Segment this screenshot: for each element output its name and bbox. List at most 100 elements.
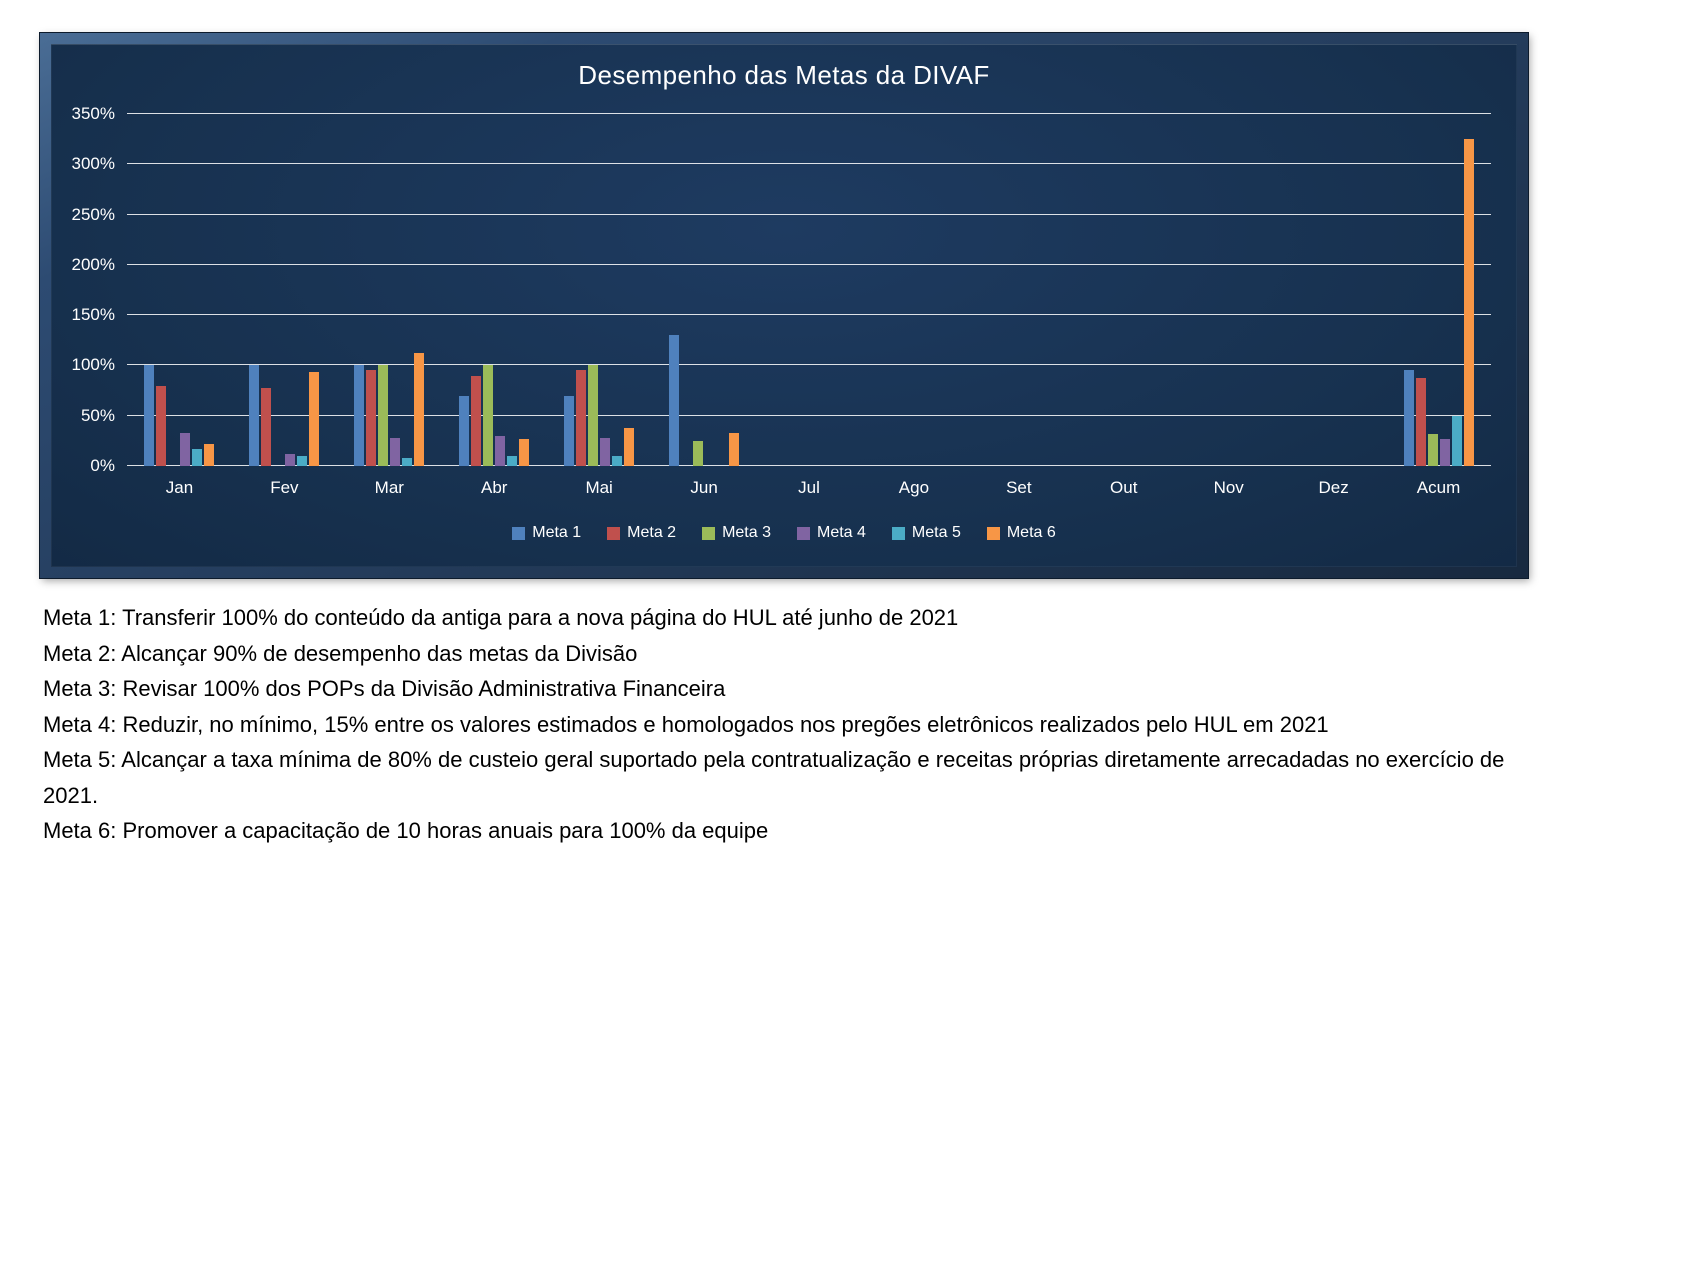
bar-meta-6 [309, 372, 320, 466]
legend-swatch [702, 526, 716, 540]
legend-label: Meta 4 [817, 524, 866, 541]
x-tick-label: Jan [165, 478, 194, 497]
legend-item: Meta 5 [891, 524, 961, 542]
bar-meta-4 [495, 435, 506, 466]
bar-meta-4 [390, 437, 401, 466]
meta-note: Meta 6: Promover a capacitação de 10 hor… [43, 818, 769, 843]
bar-meta-3 [378, 365, 389, 466]
legend-label: Meta 3 [722, 524, 771, 541]
legend-swatch [797, 526, 810, 540]
bar-group-abr [442, 114, 547, 466]
legend-swatch [891, 526, 905, 540]
meta-note: Meta 2: Alcançar 90% de desempenho das m… [43, 640, 638, 666]
bar-meta-5 [1451, 415, 1462, 466]
bar-meta-2 [471, 375, 482, 466]
bar-meta-2 [576, 370, 587, 466]
bar-meta-1 [1403, 370, 1414, 466]
legend: Meta 1 Meta 2 Meta 3 Meta 4 Meta 5 Meta 6 [51, 524, 1517, 542]
bar-group-dez [1281, 114, 1386, 466]
bar-meta-1 [144, 365, 155, 466]
gridline [127, 364, 1491, 366]
legend-swatch [512, 526, 526, 540]
legend-swatch [607, 526, 621, 540]
plot-area [127, 113, 1491, 466]
x-tick-label: Acum [1416, 478, 1461, 497]
y-tick-label: 200% [71, 254, 115, 274]
bar-group-nov [1176, 114, 1281, 466]
chart: Desempenho das Metas da DIVAF 0% 50% 100% 1… [51, 44, 1517, 567]
bar-meta-5 [297, 455, 308, 466]
y-axis: 0% 50% 100% 150% 200% 250% 300% 350% [65, 104, 127, 475]
bar-group-fev [232, 114, 337, 466]
bar-group-mar [337, 114, 442, 466]
y-tick-label: 300% [71, 154, 115, 174]
gridline [127, 163, 1491, 165]
x-tick-label: Mai [585, 478, 613, 497]
legend-item: Meta 2 [607, 524, 676, 542]
meta-notes: Meta 1: Transferir 100% do conteúdo da a… [43, 600, 1543, 849]
legend-item: Meta 3 [702, 524, 771, 542]
bar-group-jun [652, 114, 757, 466]
bar-meta-1 [354, 365, 365, 466]
bar-meta-3 [483, 365, 494, 466]
x-tick-label: Abr [480, 478, 508, 497]
legend-item: Meta 1 [512, 524, 581, 542]
gridline [127, 314, 1491, 316]
chart-frame: Desempenho das Metas da DIVAF 0% 50% 100% 1… [40, 33, 1528, 578]
legend-label: Meta 6 [1006, 524, 1056, 541]
bar-meta-5 [612, 455, 623, 466]
bar-meta-4 [285, 453, 296, 466]
legend-item: Meta 6 [986, 524, 1056, 542]
bar-meta-1 [249, 365, 260, 466]
bar-meta-1 [459, 395, 470, 466]
bar-meta-4 [1439, 438, 1450, 466]
x-tick-label: Set [1006, 478, 1032, 497]
gridline [127, 414, 1491, 416]
x-tick-label: Fev [270, 478, 299, 497]
legend-label: Meta 2 [627, 524, 677, 541]
bar-meta-2 [366, 370, 377, 466]
chart-title: Desempenho das Metas da DIVAF [578, 60, 990, 90]
bar-meta-6 [624, 427, 635, 466]
gridline [127, 263, 1491, 265]
bar-group-jul [757, 114, 862, 466]
plot-row: 0% 50% 100% 150% 200% 250% 300% 350% [51, 104, 1517, 475]
meta-note: Meta 3: Revisar 100% dos POPs da Divisão… [43, 676, 726, 701]
meta-note: Meta 5: Alcançar a taxa mínima de 80% de… [43, 747, 1505, 808]
meta-note: Meta 1: Transferir 100% do conteúdo da a… [43, 605, 959, 630]
bar-group-ago [861, 114, 966, 466]
bar-group-mai [547, 114, 652, 466]
bar-group-jan [127, 114, 232, 466]
y-tick-label: 50% [80, 405, 115, 425]
bar-meta-2 [261, 387, 272, 466]
x-tick-label: Dez [1318, 478, 1349, 497]
bar-group-set [966, 114, 1071, 466]
bar-meta-4 [600, 437, 611, 466]
y-tick-label: 150% [71, 305, 115, 325]
bar-meta-1 [669, 335, 680, 466]
gridline [127, 465, 1491, 466]
bar-meta-6 [414, 353, 425, 466]
bar-meta-6 [729, 432, 740, 466]
bar-meta-3 [588, 365, 599, 466]
x-tick-label: Ago [898, 478, 930, 497]
bar-meta-3 [1427, 433, 1438, 466]
bar-meta-5 [507, 455, 518, 466]
bar-meta-6 [204, 443, 215, 466]
y-tick-label: 100% [71, 355, 115, 375]
bar-meta-2 [1415, 377, 1426, 466]
bar-meta-1 [564, 395, 575, 466]
bar-group-acum [1386, 114, 1491, 466]
bar-meta-3 [693, 440, 704, 466]
x-tick-label: Out [1110, 478, 1138, 497]
x-tick-label: Jun [690, 478, 718, 497]
bar-meta-2 [156, 385, 167, 466]
bar-meta-5 [402, 457, 413, 466]
gridline [127, 213, 1491, 215]
bar-meta-4 [180, 432, 191, 466]
bar-meta-6 [519, 438, 530, 466]
x-axis: Jan Fev Mar Abr Mai Jun Jul Ago Set Out Nov Dez Acum [51, 478, 1517, 498]
legend-item: Meta 4 [797, 524, 866, 542]
bar-group-out [1071, 114, 1176, 466]
